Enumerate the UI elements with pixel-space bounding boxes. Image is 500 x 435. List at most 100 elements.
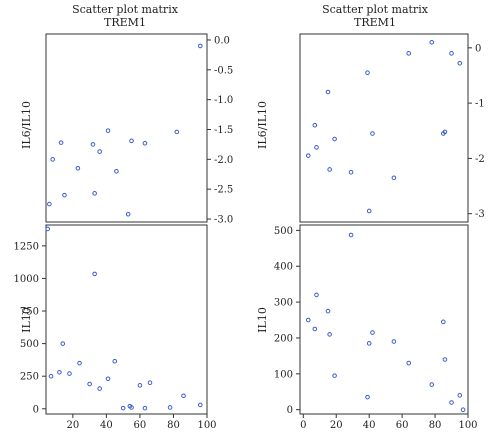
xtick-label: 80 xyxy=(429,420,442,431)
ytick-label: 250 xyxy=(20,372,39,383)
data-point xyxy=(442,357,448,362)
ytick-label: -1 xyxy=(475,99,485,110)
data-point xyxy=(174,129,180,135)
panel-frame-right-bottom xyxy=(299,224,469,415)
data-point xyxy=(391,339,397,344)
data-point xyxy=(97,149,102,154)
data-point xyxy=(314,145,319,150)
ytick-label: 1250 xyxy=(14,241,39,252)
ytick-label: -2 xyxy=(475,154,485,165)
data-point xyxy=(325,89,331,95)
data-point xyxy=(449,400,454,405)
data-point xyxy=(92,271,97,277)
data-point xyxy=(460,407,466,412)
data-point xyxy=(406,51,412,56)
left-chart-title: Scatter plot matrix xyxy=(72,3,179,16)
xtick-label: 20 xyxy=(66,420,79,431)
data-point xyxy=(325,308,331,314)
ytick-label: -1.5 xyxy=(214,125,233,136)
right-chart-title: Scatter plot matrix xyxy=(322,3,429,16)
xtick-label: 60 xyxy=(134,420,147,431)
data-point xyxy=(312,122,318,128)
data-point xyxy=(57,369,62,375)
ytick-label: -2.5 xyxy=(214,185,233,196)
data-point xyxy=(58,140,64,145)
data-point xyxy=(47,201,52,207)
xtick-label: 100 xyxy=(197,420,216,431)
data-point xyxy=(197,402,203,408)
data-point xyxy=(167,405,173,410)
xtick-label: 20 xyxy=(330,420,343,431)
data-point xyxy=(112,358,118,364)
data-point xyxy=(129,138,134,144)
data-point xyxy=(197,43,203,49)
data-point xyxy=(442,129,448,135)
data-point xyxy=(60,341,66,346)
panel-frame-left-bottom xyxy=(45,224,208,415)
data-point xyxy=(370,330,375,335)
data-point xyxy=(365,394,370,400)
ytick-label: 500 xyxy=(20,339,39,350)
data-point xyxy=(327,167,332,172)
data-point xyxy=(142,140,148,146)
data-point xyxy=(105,128,111,133)
ytick-label: 750 xyxy=(20,307,39,318)
panel-frame-right-top xyxy=(299,33,469,223)
xtick-label: 100 xyxy=(458,420,477,431)
ytick-label: 300 xyxy=(274,298,293,309)
data-point xyxy=(62,192,67,198)
ytick-label: 0 xyxy=(33,404,39,415)
xtick-label: 60 xyxy=(396,420,409,431)
panels-layer: 0.0 -0.5 -1.0 -1.5 -2.0 -2.5 -3.0 0 250 500 750 100… xyxy=(14,33,485,431)
right-bottom-ylabel: IL10 xyxy=(256,307,269,333)
ytick-label: -3.0 xyxy=(214,215,233,226)
data-point xyxy=(305,317,311,323)
data-point xyxy=(305,153,311,158)
ytick-label: 400 xyxy=(274,262,293,273)
data-point xyxy=(125,211,131,217)
data-point xyxy=(90,142,96,147)
data-point xyxy=(48,373,54,379)
left-bottom-ylabel: IL10 xyxy=(20,307,33,333)
data-point xyxy=(327,332,332,337)
ytick-label: 200 xyxy=(274,333,293,344)
data-point xyxy=(366,341,372,346)
ytick-label: 100 xyxy=(274,369,293,380)
xtick-label: 0 xyxy=(300,420,306,431)
right-chart-subtitle: TREM1 xyxy=(354,16,396,29)
right-top-ylabel: IL6/IL10 xyxy=(256,101,269,149)
data-point xyxy=(348,169,354,175)
data-point xyxy=(366,208,372,214)
left-chart-subtitle: TREM1 xyxy=(104,16,146,29)
data-point xyxy=(87,381,92,387)
ytick-label: -1.0 xyxy=(214,95,233,106)
data-point xyxy=(114,168,119,174)
data-point xyxy=(45,226,50,232)
ytick-label: -0.5 xyxy=(214,65,233,76)
panel-left-bottom: 0 250 500 750 1000 1250 20 40 60 80 100 xyxy=(14,224,217,431)
data-point xyxy=(105,376,111,382)
panel-right-bottom: 0 100 200 300 400 500 0 20 40 60 80 100 xyxy=(274,224,478,431)
ytick-label: -3 xyxy=(475,209,485,220)
data-point xyxy=(92,191,97,196)
data-point xyxy=(181,393,186,399)
data-point xyxy=(120,405,126,411)
data-point xyxy=(77,360,82,366)
data-point xyxy=(348,232,354,238)
panel-right-top: 0 -1 -2 -3 xyxy=(299,33,485,223)
left-top-ylabel: IL6/IL10 xyxy=(20,101,33,149)
data-point xyxy=(391,175,397,181)
data-point xyxy=(129,405,134,410)
ytick-label: 500 xyxy=(274,226,293,237)
xtick-label: 40 xyxy=(100,420,113,431)
ytick-label: -2.0 xyxy=(214,155,233,166)
data-point xyxy=(406,360,412,366)
data-point xyxy=(370,131,375,136)
data-point xyxy=(365,70,370,76)
ytick-label: 0 xyxy=(287,405,293,416)
data-point xyxy=(332,373,337,378)
data-point xyxy=(429,382,435,387)
ytick-label: 0 xyxy=(475,43,481,54)
data-point xyxy=(312,326,318,332)
